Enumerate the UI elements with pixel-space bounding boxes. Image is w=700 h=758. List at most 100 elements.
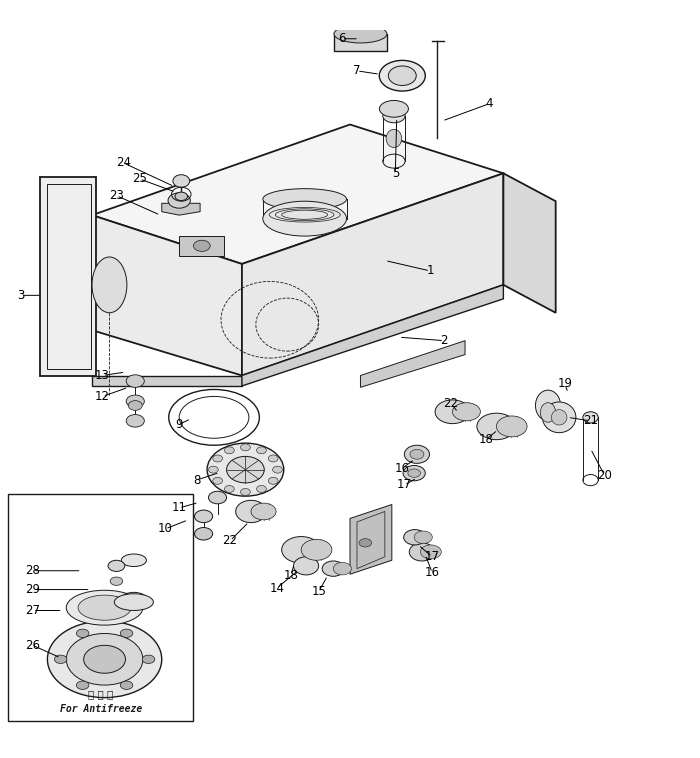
Ellipse shape bbox=[213, 478, 223, 484]
Polygon shape bbox=[242, 174, 503, 375]
Ellipse shape bbox=[251, 503, 276, 520]
Ellipse shape bbox=[110, 577, 122, 585]
Text: 27: 27 bbox=[25, 604, 41, 617]
Text: 25: 25 bbox=[132, 172, 147, 186]
Ellipse shape bbox=[301, 540, 332, 560]
Text: 12: 12 bbox=[95, 390, 110, 403]
Text: 23: 23 bbox=[109, 190, 124, 202]
Ellipse shape bbox=[66, 634, 143, 685]
Text: 3: 3 bbox=[18, 289, 24, 302]
Ellipse shape bbox=[257, 485, 266, 493]
Ellipse shape bbox=[293, 557, 319, 575]
Text: 7: 7 bbox=[354, 64, 360, 77]
Ellipse shape bbox=[209, 491, 227, 504]
Ellipse shape bbox=[173, 174, 190, 187]
Ellipse shape bbox=[66, 590, 143, 625]
Text: 22: 22 bbox=[444, 397, 458, 410]
Ellipse shape bbox=[583, 412, 598, 423]
Ellipse shape bbox=[120, 629, 133, 637]
Polygon shape bbox=[350, 505, 392, 575]
Polygon shape bbox=[92, 215, 242, 375]
Text: 16: 16 bbox=[425, 566, 440, 579]
Text: 2: 2 bbox=[440, 334, 448, 347]
Text: For Antifreeze: For Antifreeze bbox=[60, 703, 142, 714]
Text: 28: 28 bbox=[25, 564, 40, 578]
Ellipse shape bbox=[379, 101, 408, 117]
Ellipse shape bbox=[410, 543, 435, 561]
Ellipse shape bbox=[175, 192, 188, 201]
Ellipse shape bbox=[213, 455, 223, 462]
Ellipse shape bbox=[207, 443, 284, 496]
Ellipse shape bbox=[414, 531, 433, 543]
Text: 13: 13 bbox=[95, 369, 110, 382]
Ellipse shape bbox=[227, 456, 264, 483]
Ellipse shape bbox=[142, 655, 155, 663]
Ellipse shape bbox=[536, 390, 561, 421]
Text: 8: 8 bbox=[193, 474, 200, 487]
Text: 18: 18 bbox=[284, 569, 298, 582]
Text: 19: 19 bbox=[557, 377, 572, 390]
Ellipse shape bbox=[540, 402, 556, 422]
Text: 1: 1 bbox=[426, 265, 434, 277]
Polygon shape bbox=[503, 174, 556, 313]
Ellipse shape bbox=[386, 130, 402, 148]
Ellipse shape bbox=[241, 444, 251, 451]
Ellipse shape bbox=[334, 25, 387, 43]
Ellipse shape bbox=[379, 61, 426, 91]
Ellipse shape bbox=[383, 109, 405, 123]
Ellipse shape bbox=[322, 561, 344, 576]
Text: 20: 20 bbox=[597, 468, 612, 482]
Text: 9: 9 bbox=[176, 418, 183, 431]
Ellipse shape bbox=[403, 465, 426, 481]
Text: 18: 18 bbox=[479, 433, 493, 446]
Text: 17: 17 bbox=[397, 478, 412, 491]
Text: 5: 5 bbox=[391, 167, 399, 180]
Ellipse shape bbox=[389, 66, 416, 86]
Ellipse shape bbox=[236, 500, 266, 522]
Ellipse shape bbox=[108, 560, 125, 572]
Ellipse shape bbox=[496, 416, 527, 437]
Text: 26: 26 bbox=[25, 639, 41, 652]
Ellipse shape bbox=[268, 455, 278, 462]
Ellipse shape bbox=[404, 530, 426, 545]
Ellipse shape bbox=[92, 257, 127, 313]
Ellipse shape bbox=[76, 629, 89, 637]
Ellipse shape bbox=[195, 528, 213, 540]
Text: 4: 4 bbox=[486, 97, 493, 110]
Ellipse shape bbox=[78, 595, 131, 620]
Text: 15: 15 bbox=[312, 585, 326, 598]
Text: 11: 11 bbox=[172, 502, 187, 515]
Polygon shape bbox=[92, 375, 242, 386]
Text: 16: 16 bbox=[395, 462, 409, 475]
Ellipse shape bbox=[126, 374, 144, 387]
Ellipse shape bbox=[209, 466, 218, 473]
Ellipse shape bbox=[435, 400, 470, 424]
Polygon shape bbox=[40, 177, 95, 375]
Polygon shape bbox=[162, 203, 200, 215]
Ellipse shape bbox=[405, 445, 430, 463]
Text: 17: 17 bbox=[425, 550, 440, 563]
Ellipse shape bbox=[168, 193, 190, 208]
Polygon shape bbox=[360, 340, 465, 387]
Ellipse shape bbox=[268, 478, 278, 484]
Polygon shape bbox=[97, 276, 121, 297]
Ellipse shape bbox=[359, 539, 372, 547]
Ellipse shape bbox=[114, 594, 153, 610]
Polygon shape bbox=[242, 285, 503, 386]
Ellipse shape bbox=[48, 621, 162, 697]
Ellipse shape bbox=[126, 395, 144, 408]
Ellipse shape bbox=[55, 655, 67, 663]
Polygon shape bbox=[334, 34, 387, 52]
Polygon shape bbox=[179, 236, 225, 255]
Ellipse shape bbox=[281, 537, 321, 563]
Ellipse shape bbox=[128, 401, 142, 410]
Ellipse shape bbox=[121, 554, 146, 566]
Text: 不 适 用: 不 适 用 bbox=[88, 689, 113, 699]
Ellipse shape bbox=[262, 201, 346, 236]
Ellipse shape bbox=[333, 562, 351, 575]
Ellipse shape bbox=[552, 409, 567, 425]
Ellipse shape bbox=[225, 446, 235, 454]
Ellipse shape bbox=[257, 446, 266, 454]
Ellipse shape bbox=[452, 402, 480, 421]
Ellipse shape bbox=[408, 469, 421, 478]
